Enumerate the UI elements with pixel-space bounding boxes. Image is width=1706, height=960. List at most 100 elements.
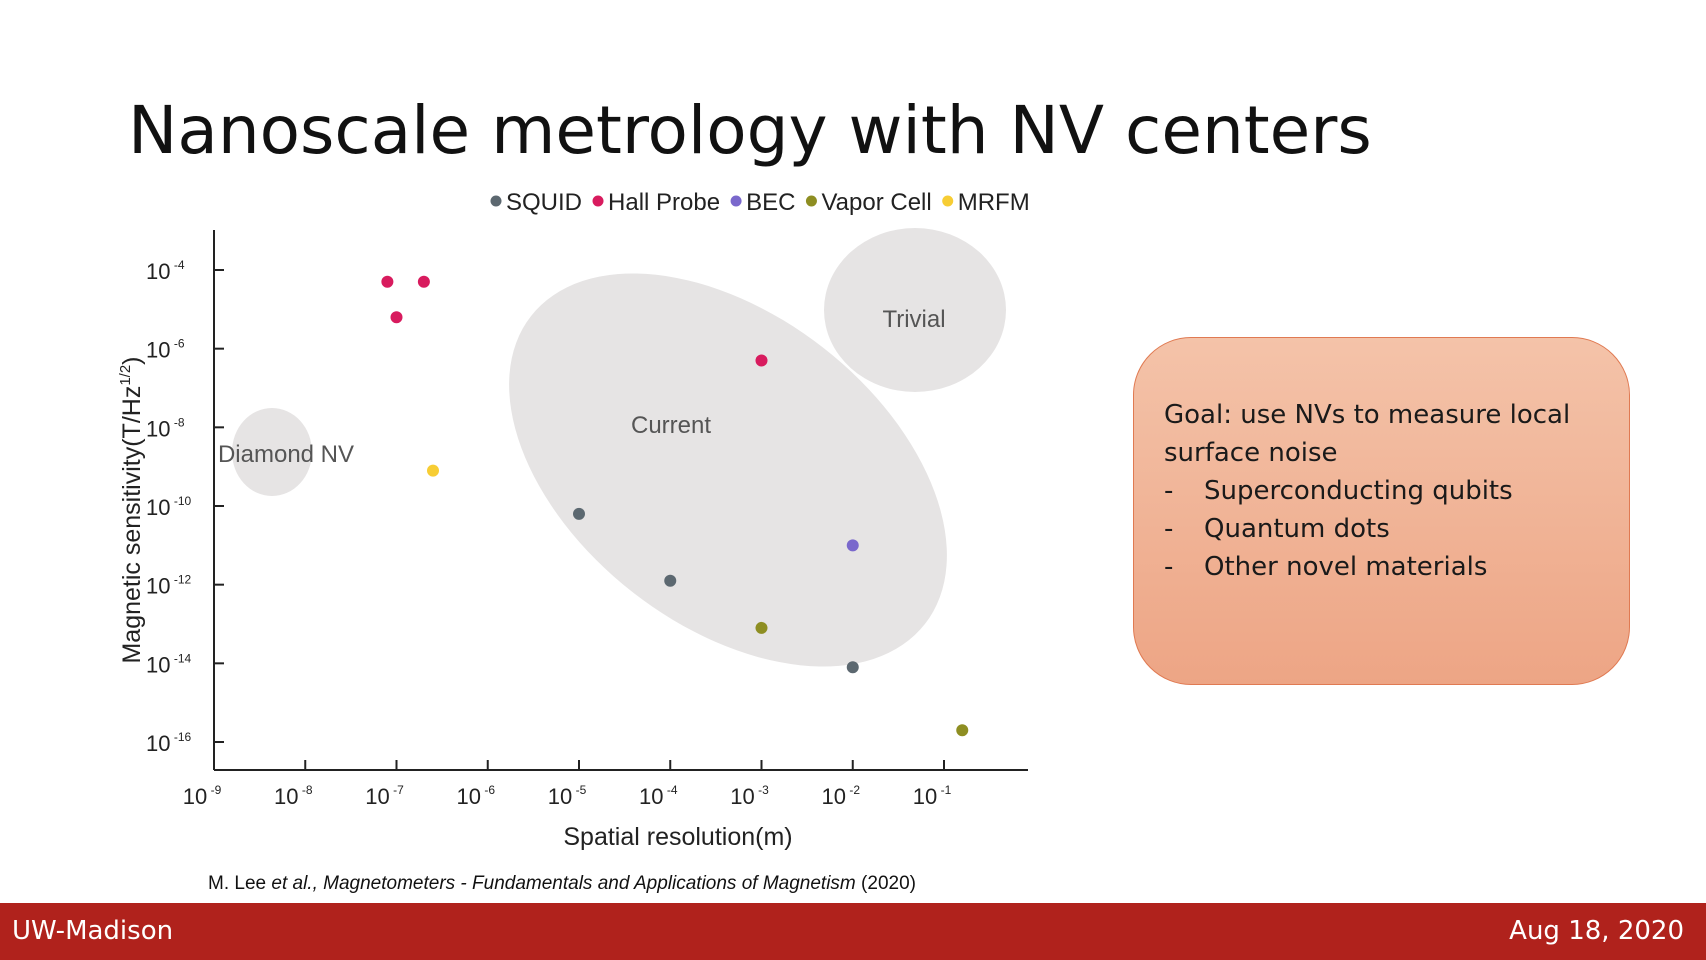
data-point-vapor-cell — [956, 724, 969, 737]
y-tick-base: 10 — [146, 652, 170, 677]
y-tick-base: 10 — [146, 416, 170, 441]
data-point-squid — [573, 507, 585, 520]
x-tick-base: 10 — [639, 784, 663, 809]
goal-list-item: Quantum dots — [1164, 510, 1601, 548]
regions-layer: Diamond NV Current Trivial — [218, 228, 1006, 667]
legend-label: BEC — [746, 189, 795, 216]
citation-etal: et al., — [271, 873, 318, 894]
y-tick-exp: -8 — [170, 415, 184, 429]
legend-swatch — [730, 195, 742, 207]
footer-institution: UW-Madison — [12, 916, 174, 946]
x-tick-exp: -2 — [846, 783, 860, 797]
legend-swatch — [805, 195, 817, 207]
region-label-current: Current — [631, 412, 711, 439]
y-axis-title-sup: 1/2 — [117, 365, 134, 386]
x-tick-label: 10 -3 — [730, 783, 769, 809]
x-tick-label: 10 -2 — [822, 783, 861, 809]
points-layer — [381, 275, 969, 737]
y-tick-label: 10 -14 — [146, 651, 191, 677]
y-tick-exp: -10 — [170, 494, 191, 508]
y-tick-base: 10 — [146, 495, 170, 520]
x-tick-label: 10 -5 — [548, 783, 587, 809]
x-tick-exp: -1 — [937, 783, 951, 797]
y-tick-label: 10 -10 — [146, 494, 191, 520]
chart-legend: SQUID Hall Probe BEC Vapor Cell MRFM — [490, 189, 1030, 216]
legend-swatch — [490, 195, 502, 207]
y-tick-exp: -12 — [170, 573, 191, 587]
data-point-mrfm — [427, 464, 439, 477]
slide-title: Nanoscale metrology with NV centers — [128, 92, 1372, 169]
x-tick-label: 10 -9 — [183, 783, 222, 809]
legend-label: Hall Probe — [608, 189, 720, 216]
citation-work: Magnetometers - Fundamentals and Applica… — [317, 873, 856, 894]
y-axis-title: Magnetic sensitivity(T/Hz1/2) — [117, 356, 146, 663]
x-axis-title: Spatial resolution(m) — [563, 823, 792, 851]
sensitivity-scatter-chart: Diamond NV Current Trivial SQUID Hall Pro… — [117, 189, 1030, 851]
x-tick-exp: -3 — [755, 783, 769, 797]
x-tick-label: 10 -7 — [365, 783, 404, 809]
data-point-hall-probe — [417, 275, 430, 288]
footer-bar: UW-Madison Aug 18, 2020 — [0, 903, 1706, 960]
x-tick-label: 10 -4 — [639, 783, 678, 809]
x-tick-exp: -5 — [572, 783, 586, 797]
y-tick-label: 10 -4 — [146, 258, 185, 284]
region-diamond-nv-blob — [232, 408, 312, 496]
x-tick-base: 10 — [457, 784, 481, 809]
x-ticks: 10 -9 10 -8 10 -7 10 -6 10 -5 10 -4 10 -3 10 -2… — [183, 760, 952, 809]
x-tick-base: 10 — [822, 784, 846, 809]
region-label-diamond-nv: Diamond NV — [218, 441, 354, 468]
data-point-hall-probe — [390, 311, 403, 324]
citation: M. Lee et al., Magnetometers - Fundament… — [208, 873, 916, 895]
goal-list-item: Superconducting qubits — [1164, 472, 1601, 510]
x-tick-exp: -4 — [663, 783, 677, 797]
x-tick-label: 10 -8 — [274, 783, 313, 809]
x-tick-exp: -9 — [207, 783, 221, 797]
y-tick-exp: -16 — [170, 730, 191, 744]
data-point-squid — [846, 661, 859, 674]
legend-label: Vapor Cell — [821, 189, 931, 216]
data-point-vapor-cell — [755, 621, 768, 634]
x-tick-label: 10 -1 — [913, 783, 952, 809]
y-tick-label: 10 -6 — [146, 337, 185, 363]
x-tick-label: 10 -6 — [457, 783, 496, 809]
legend-swatch — [942, 195, 954, 207]
data-point-hall-probe — [755, 354, 768, 367]
y-tick-label: 10 -12 — [146, 573, 191, 599]
y-tick-exp: -4 — [170, 258, 184, 272]
goal-list: Superconducting qubits Quantum dots Othe… — [1164, 472, 1601, 586]
x-tick-exp: -6 — [481, 783, 495, 797]
y-tick-label: 10 -16 — [146, 730, 191, 756]
x-tick-base: 10 — [183, 784, 207, 809]
y-tick-exp: -6 — [170, 337, 184, 351]
region-current-blob — [509, 273, 947, 667]
y-tick-base: 10 — [146, 338, 170, 363]
y-tick-base: 10 — [146, 731, 170, 756]
legend-swatch — [592, 195, 604, 207]
data-point-bec — [846, 539, 859, 552]
y-tick-exp: -14 — [170, 651, 191, 665]
y-tick-base: 10 — [146, 259, 170, 284]
goal-callout-box: Goal: use NVs to measure local surface n… — [1133, 337, 1630, 685]
citation-year: (2020) — [855, 873, 916, 894]
y-tick-label: 10 -8 — [146, 415, 185, 441]
legend-label: MRFM — [958, 189, 1030, 216]
data-point-hall-probe — [381, 275, 394, 288]
footer-date: Aug 18, 2020 — [1509, 916, 1684, 946]
goal-heading: Goal: use NVs to measure local surface n… — [1164, 400, 1571, 468]
x-tick-base: 10 — [730, 784, 754, 809]
x-tick-base: 10 — [548, 784, 572, 809]
citation-authors: M. Lee — [208, 873, 272, 894]
legend-label: SQUID — [506, 189, 582, 216]
y-axis-title-main: Magnetic sensitivity(T/Hz — [118, 386, 146, 664]
x-tick-base: 10 — [913, 784, 937, 809]
x-tick-exp: -8 — [298, 783, 312, 797]
x-tick-exp: -7 — [390, 783, 404, 797]
x-tick-base: 10 — [365, 784, 389, 809]
y-tick-base: 10 — [146, 574, 170, 599]
goal-list-item: Other novel materials — [1164, 548, 1601, 586]
region-trivial-blob — [824, 228, 1006, 392]
y-axis-title-end: ) — [118, 356, 146, 364]
x-tick-base: 10 — [274, 784, 298, 809]
region-label-trivial: Trivial — [882, 306, 945, 333]
